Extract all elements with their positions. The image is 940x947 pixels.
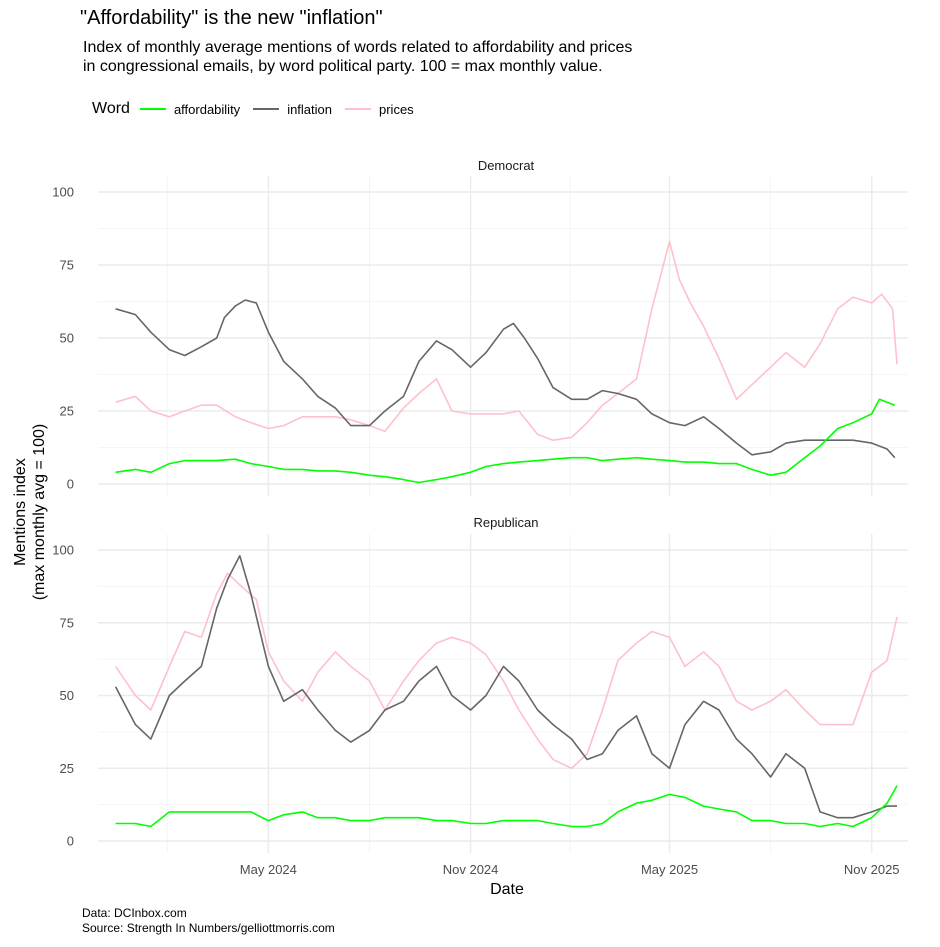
series-line-affordability-republican <box>115 785 898 828</box>
series-line-inflation-democrat <box>115 299 896 459</box>
y-axis-title-line-1: Mentions index <box>12 458 29 566</box>
y-tick-label: 0 <box>67 477 74 492</box>
subtitle-line-1: Index of monthly average mentions of wor… <box>83 39 633 56</box>
legend: Word affordability inflation prices <box>92 99 427 119</box>
x-tick-label: May 2025 <box>641 862 698 877</box>
caption-source: Source: Strength In Numbers/gelliottmorr… <box>82 921 335 935</box>
panel-democrat: 0 25 50 75 100 Democrat <box>52 158 908 496</box>
panel-republican: 0 25 50 75 100 Republican <box>52 515 908 853</box>
y-axis-title-line-2: (max monthly avg = 100) <box>31 424 48 601</box>
y-tick-label: 75 <box>60 615 74 630</box>
facet-label-republican: Republican <box>473 515 538 530</box>
series-line-prices-democrat <box>115 240 898 441</box>
x-tick-label: Nov 2025 <box>844 862 900 877</box>
legend-key-prices <box>345 108 371 110</box>
legend-key-affordability <box>139 108 166 110</box>
chart-caption: Data: DCInbox.com Source: Strength In Nu… <box>82 906 335 936</box>
y-tick-label: 25 <box>60 761 74 776</box>
y-tick-label: 75 <box>60 258 74 273</box>
facet-label-democrat: Democrat <box>478 158 535 173</box>
series-line-inflation-republican <box>114 555 897 819</box>
legend-label-affordability: affordability <box>173 101 241 117</box>
series-line-prices-republican <box>114 572 898 770</box>
x-tick-label: Nov 2024 <box>443 862 499 877</box>
y-tick-label: 50 <box>60 688 74 703</box>
y-tick-label: 100 <box>52 543 74 558</box>
y-tick-label: 0 <box>67 834 74 849</box>
y-axis-title: Mentions index (max monthly avg = 100) <box>12 424 48 601</box>
x-axis: May 2024 Nov 2024 May 2025 Nov 2025 Date <box>240 862 900 898</box>
x-tick-label: May 2024 <box>240 862 297 877</box>
legend-label-inflation: inflation <box>287 101 332 117</box>
legend-title: Word <box>92 100 130 117</box>
y-tick-label: 100 <box>52 185 74 200</box>
x-axis-title: Date <box>490 881 524 898</box>
legend-item-prices: prices <box>345 102 414 117</box>
legend-item-affordability: affordability <box>139 101 241 117</box>
y-tick-label: 25 <box>60 404 74 419</box>
series-line-affordability-democrat <box>115 398 896 484</box>
caption-data-source: Data: DCInbox.com <box>82 906 187 920</box>
y-tick-label: 50 <box>60 331 74 346</box>
subtitle-line-2: in congressional emails, by word politic… <box>83 58 603 75</box>
chart-subtitle: Index of monthly average mentions of wor… <box>83 38 632 76</box>
legend-label-prices: prices <box>379 101 414 117</box>
legend-item-inflation: inflation <box>253 102 332 117</box>
legend-key-inflation <box>253 108 280 110</box>
chart-title: "Affordability" is the new "inflation" <box>80 7 383 29</box>
